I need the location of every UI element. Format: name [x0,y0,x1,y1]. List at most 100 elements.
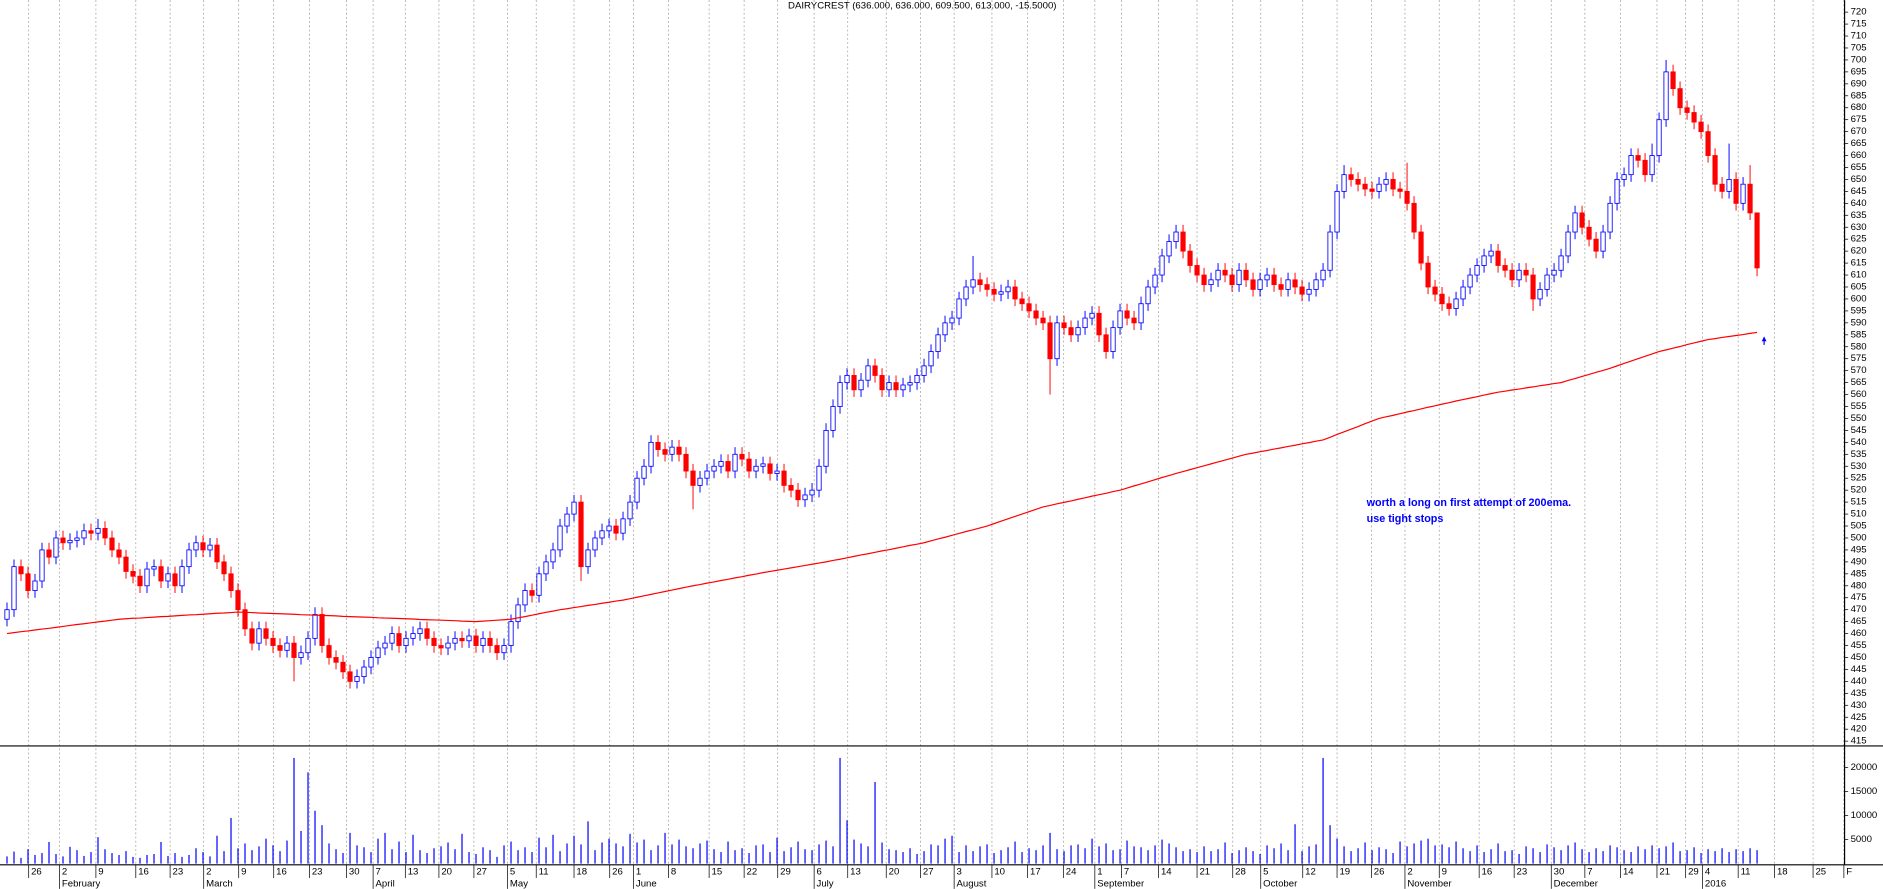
candle-body [655,441,661,450]
candle-body [249,628,255,644]
candle-body [1383,179,1389,185]
x-tick-label: 30 [1554,867,1565,878]
candle-body [277,645,283,651]
candle-body [1635,155,1641,161]
candle-body [417,628,423,635]
y-tick-label: 435 [1851,688,1867,699]
candle-body [1103,334,1109,352]
candle-body [473,635,479,646]
candle-body [480,637,486,646]
candle-body [340,661,346,673]
y-tick-label: 415 [1851,736,1867,747]
candle-body [1243,269,1249,281]
candle-body [298,652,304,658]
candle-body [893,382,899,391]
candle-body [977,279,983,286]
candle-body [1194,265,1200,276]
candle-body [11,566,17,611]
candle-body [914,375,920,384]
y-tick-label: 565 [1851,377,1867,388]
candle-body [571,501,577,515]
candle-body [1250,279,1256,290]
y-tick-label: 615 [1851,258,1867,269]
candle-body [410,633,416,639]
candle-body [578,501,584,568]
candle-body [683,453,689,472]
x-tick-label: 17 [1030,867,1041,878]
y-tick-label: 500 [1851,533,1867,544]
x-tick-label: 18 [576,867,587,878]
y-tick-label: 555 [1851,401,1867,412]
candle-body [858,379,864,391]
x-tick-label: 1 [636,867,641,878]
candle-body [389,633,395,644]
candle-body [879,375,885,391]
y-tick-label: 610 [1851,270,1867,281]
candle-body [487,637,493,646]
month-label: July [817,879,834,889]
ema-line [6,331,1758,635]
candle-body [501,645,507,654]
candle-body [648,441,654,467]
candle-body [1082,317,1088,329]
candle-body [949,317,955,324]
x-tick-label: 13 [850,867,861,878]
candle-body [963,286,969,300]
x-tick-label: 20 [441,867,452,878]
candle-body [431,637,437,646]
candle-body [1593,238,1599,252]
candle-body [564,513,570,527]
candle-body [872,365,878,376]
x-tick-label: 16 [276,867,287,878]
x-tick-label: 2 [1407,867,1412,878]
candle-body [1642,159,1648,176]
candle-body [753,465,759,472]
y-tick-label: 680 [1851,102,1867,113]
month-label: April [376,879,395,889]
candle-body [837,382,843,407]
month-label: November [1407,879,1452,889]
x-tick-label: 29 [1688,867,1699,878]
month-label: March [206,879,233,889]
month-label: 2016 [1705,879,1726,889]
candle-body [39,549,45,582]
candle-body [1565,231,1571,257]
candle-body [585,549,591,568]
candle-body [1327,231,1333,271]
candle-body [1579,212,1585,228]
candle-body [207,544,213,551]
candle-body [1019,298,1025,305]
y-tick-label: 630 [1851,222,1867,233]
x-tick-label: 5 [510,867,515,878]
x-tick-label: 11 [1741,867,1751,878]
x-tick-label: 7 [1124,867,1129,878]
candle-body [1264,274,1270,281]
candle-body [613,525,619,534]
candle-body [907,382,913,386]
candle-body [46,549,52,558]
candle-body [1460,286,1466,300]
y-tick-label: 515 [1851,497,1867,508]
candle-body [88,530,94,534]
candle-body [830,406,836,431]
y-tick-label: 560 [1851,389,1867,400]
candle-body [102,527,108,539]
candle-body [193,542,199,551]
candle-body [1740,183,1746,204]
candle-body [214,544,220,563]
candle-body [1145,286,1151,305]
candle-body [1236,269,1242,286]
y-tick-label: 520 [1851,485,1867,496]
y-tick-label: 540 [1851,437,1867,448]
candle-body [1530,274,1536,300]
candle-body [1747,183,1753,214]
candle-body [1502,265,1508,271]
candle-body [935,334,941,352]
candle-body [284,642,290,651]
candle-body [550,549,556,563]
volume-tick-label: 15000 [1851,786,1878,797]
x-tick-label: 26 [31,867,42,878]
candle-body [60,537,66,544]
y-tick-label: 690 [1851,78,1867,89]
x-tick-label: 23 [312,867,323,878]
